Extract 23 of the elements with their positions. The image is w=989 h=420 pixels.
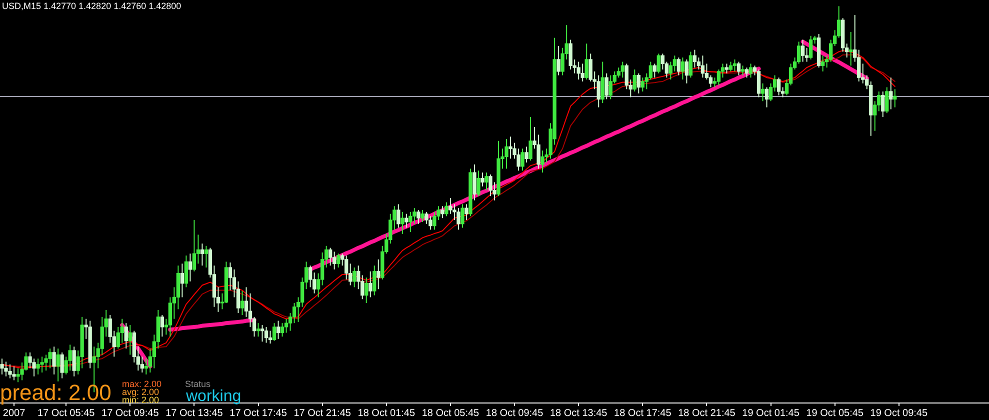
- x-tick-label: 17 Oct 09:45: [102, 408, 160, 419]
- x-tick-label: 2007: [2, 408, 26, 419]
- x-tick-label: 19 Oct 05:45: [806, 408, 864, 419]
- annotation: working: [185, 388, 242, 405]
- x-tick-label: 19 Oct 01:45: [742, 408, 800, 419]
- x-tick-label: 18 Oct 01:45: [358, 408, 416, 419]
- annotation: Status: [185, 379, 212, 389]
- x-tick-label: 17 Oct 13:45: [166, 408, 224, 419]
- text: min: 2.00: [122, 395, 160, 405]
- annotation: max: 2.00: [122, 379, 162, 389]
- annotation: pread: 2.00: [0, 380, 112, 405]
- x-tick-label: 19 Oct 09:45: [870, 408, 928, 419]
- candlestick: [849, 32, 853, 66]
- x-tick-label: 17 Oct 17:45: [230, 408, 288, 419]
- x-tick-label: 17 Oct 21:45: [294, 408, 352, 419]
- x-tick-label: 18 Oct 09:45: [486, 408, 544, 419]
- x-tick-label: 18 Oct 21:45: [678, 408, 736, 419]
- x-tick-label: 18 Oct 17:45: [614, 408, 672, 419]
- chart-title: USD,M15 1.42770 1.42820 1.42760 1.42800: [2, 1, 182, 11]
- x-tick-label: 18 Oct 13:45: [550, 408, 608, 419]
- x-tick-label: 17 Oct 05:45: [37, 408, 96, 419]
- annotation: avg: 2.00: [122, 387, 160, 397]
- x-tick-label: 18 Oct 05:45: [422, 408, 480, 419]
